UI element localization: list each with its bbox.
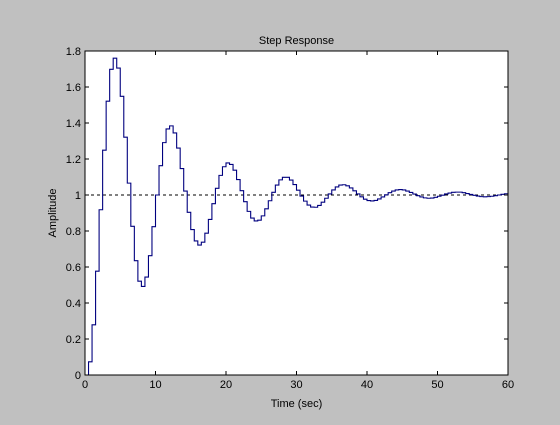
y-axis-label: Amplitude: [47, 189, 59, 238]
y-tick-label: 0.6: [66, 262, 81, 274]
x-ticks: 0 10 20 30 40 50 60: [82, 51, 514, 391]
y-tick-label: 1.8: [66, 46, 81, 58]
x-tick-label: 30: [290, 379, 302, 391]
x-tick-label: 50: [431, 379, 443, 391]
y-ticks: 0 0.2 0.4 0.6 0.8 1 1.2 1.4 1.6 1.8: [66, 46, 508, 382]
series-layer: [85, 57, 509, 376]
y-tick-label: 0.8: [66, 226, 81, 238]
x-tick-label: 60: [502, 379, 514, 391]
y-tick-label: 1.6: [66, 82, 81, 94]
y-tick-label: 0.2: [66, 334, 81, 346]
step-response-line: [85, 57, 509, 376]
y-tick-label: 0.4: [66, 298, 81, 310]
y-tick-label: 1.4: [66, 118, 81, 130]
axes-background: [85, 51, 508, 375]
x-axis-label: Time (sec): [271, 398, 323, 410]
chart-title: Step Response: [259, 35, 334, 47]
x-tick-label: 20: [220, 379, 232, 391]
y-tick-label: 1: [75, 190, 81, 202]
y-tick-label: 1.2: [66, 154, 81, 166]
x-tick-label: 10: [149, 379, 161, 391]
y-tick-label: 0: [75, 370, 81, 382]
x-tick-label: 40: [361, 379, 373, 391]
x-tick-label: 0: [82, 379, 88, 391]
